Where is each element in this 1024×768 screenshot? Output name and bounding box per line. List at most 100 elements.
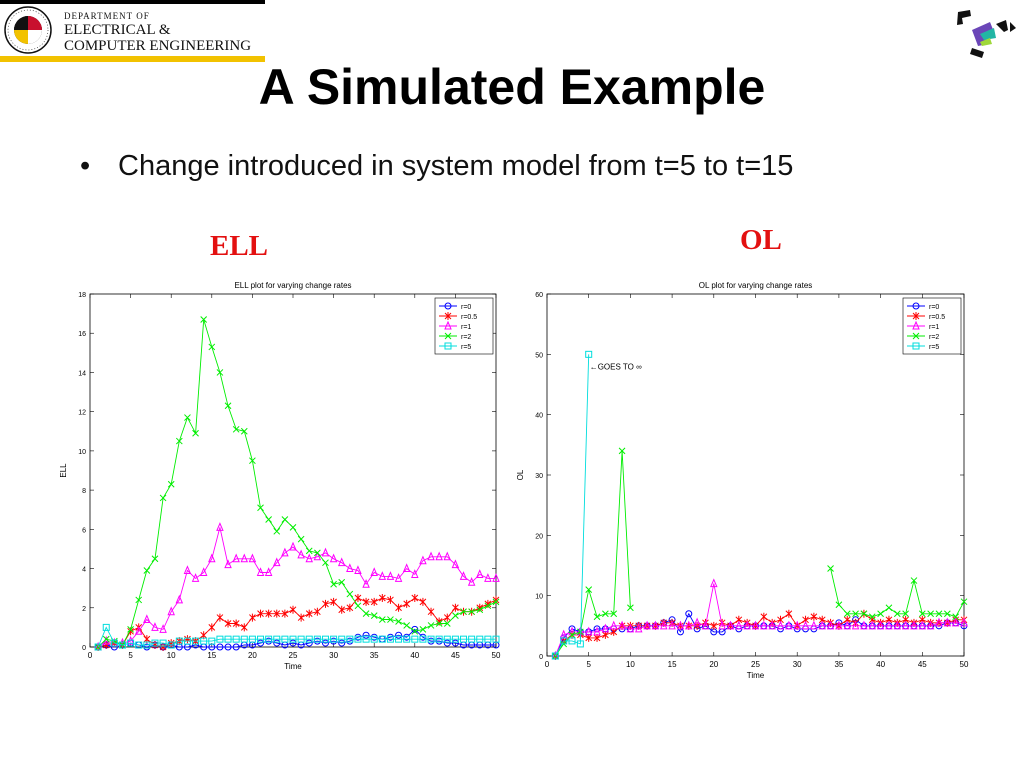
ell-data-point	[354, 593, 362, 602]
ol-series-r=2	[551, 447, 968, 660]
ol-data-point	[668, 620, 676, 630]
ell-data-point	[468, 608, 475, 616]
ell-data-point	[102, 623, 110, 631]
ell-data-point	[346, 603, 354, 612]
ell-data-point	[370, 567, 378, 576]
ell-data-point	[167, 641, 175, 649]
ell-data-point	[395, 603, 402, 612]
ol-data-point	[885, 620, 893, 630]
ell-data-point	[305, 547, 313, 555]
ell-data-point	[492, 635, 500, 643]
ol-data-point	[568, 631, 576, 639]
ol-data-point	[651, 620, 660, 630]
ell-data-point	[127, 639, 135, 647]
ell-data-point	[257, 609, 264, 618]
ell-data-point	[305, 639, 313, 647]
ell-legend-marker	[444, 320, 452, 330]
header-gold-bar	[0, 56, 265, 62]
ell-data-point	[321, 635, 329, 643]
ell-data-point	[419, 625, 427, 633]
ell-data-point	[224, 643, 232, 651]
ell-x-tick-label: 15	[207, 651, 216, 660]
ol-data-point	[826, 620, 835, 630]
ell-data-point	[297, 613, 305, 622]
ell-data-point	[143, 567, 151, 574]
bullet-text: Change introduced in system model from t…	[118, 150, 794, 182]
ol-data-point	[952, 613, 960, 621]
ell-data-point	[386, 571, 395, 580]
ell-data-point	[200, 316, 208, 323]
ell-data-point	[362, 578, 370, 588]
ell-data-point	[273, 557, 281, 567]
ell-data-point	[338, 635, 346, 643]
ol-data-point	[960, 598, 968, 606]
ell-data-point	[135, 596, 143, 604]
ell-data-point	[127, 625, 134, 633]
ell-x-tick-label: 25	[289, 651, 298, 660]
ol-data-point	[568, 637, 576, 645]
ell-data-point	[403, 622, 411, 629]
ell-plot-area	[89, 293, 497, 648]
ell-data-point	[443, 620, 451, 627]
ol-data-point	[627, 604, 634, 612]
ell-data-point	[370, 597, 378, 606]
ol-data-point	[918, 610, 926, 618]
ell-data-point	[427, 551, 435, 561]
ell-data-point	[273, 639, 281, 647]
ol-series-r=5	[551, 350, 593, 660]
ol-data-point	[609, 620, 618, 630]
ol-data-point	[593, 613, 601, 621]
ell-legend-label: r=1	[461, 324, 471, 331]
ell-data-point	[224, 619, 232, 628]
ell-chart-title: ELL plot for varying change rates	[234, 281, 351, 290]
ol-data-point	[893, 610, 901, 618]
ell-data-point	[175, 437, 183, 445]
ol-y-tick-label: 0	[539, 654, 543, 661]
ol-x-tick-label: 5	[586, 660, 591, 669]
ell-data-point	[248, 635, 256, 643]
ell-y-tick-label: 10	[78, 449, 86, 456]
ell-data-point	[257, 639, 265, 647]
ol-data-point	[776, 620, 785, 630]
ell-data-point	[199, 567, 208, 576]
ol-data-point	[760, 620, 768, 630]
ell-data-point	[126, 635, 135, 645]
ell-legend-label: r=0	[461, 304, 471, 311]
ell-data-point	[273, 527, 281, 535]
ell-data-point	[460, 635, 468, 643]
ell-data-point	[443, 613, 451, 622]
ol-data-point	[768, 620, 776, 630]
ol-y-tick-label: 50	[535, 352, 543, 359]
ell-data-point	[435, 551, 443, 561]
ell-data-point	[411, 627, 419, 635]
ece-logo-icon	[957, 10, 1016, 58]
ell-data-point	[224, 402, 232, 410]
ol-x-tick-label: 20	[709, 660, 718, 669]
ell-data-point	[305, 553, 313, 563]
ell-data-point	[402, 563, 411, 573]
ell-data-point	[216, 522, 224, 531]
ol-data-point	[860, 610, 868, 618]
ol-data-point	[893, 620, 902, 630]
ol-data-point	[585, 350, 593, 358]
ell-data-point	[394, 573, 403, 582]
ol-x-tick-label: 15	[668, 660, 677, 669]
ell-legend-label: r=5	[461, 344, 471, 351]
ell-data-point	[467, 577, 476, 586]
ell-data-point	[289, 541, 297, 551]
ell-data-point	[354, 635, 362, 643]
ell-data-point	[110, 639, 118, 647]
ell-data-point	[297, 535, 305, 543]
ell-data-point	[354, 565, 362, 575]
ol-data-point	[601, 623, 610, 633]
ol-legend-marker	[912, 302, 920, 310]
ol-data-point	[718, 620, 726, 630]
ol-data-point	[735, 620, 743, 630]
ell-data-point	[330, 597, 337, 606]
ol-data-point	[551, 652, 559, 660]
ol-data-point	[801, 620, 810, 630]
ol-legend-marker	[912, 342, 920, 350]
ell-data-point	[305, 609, 313, 618]
ell-label: ELL	[210, 230, 269, 262]
ell-data-point	[346, 635, 354, 643]
